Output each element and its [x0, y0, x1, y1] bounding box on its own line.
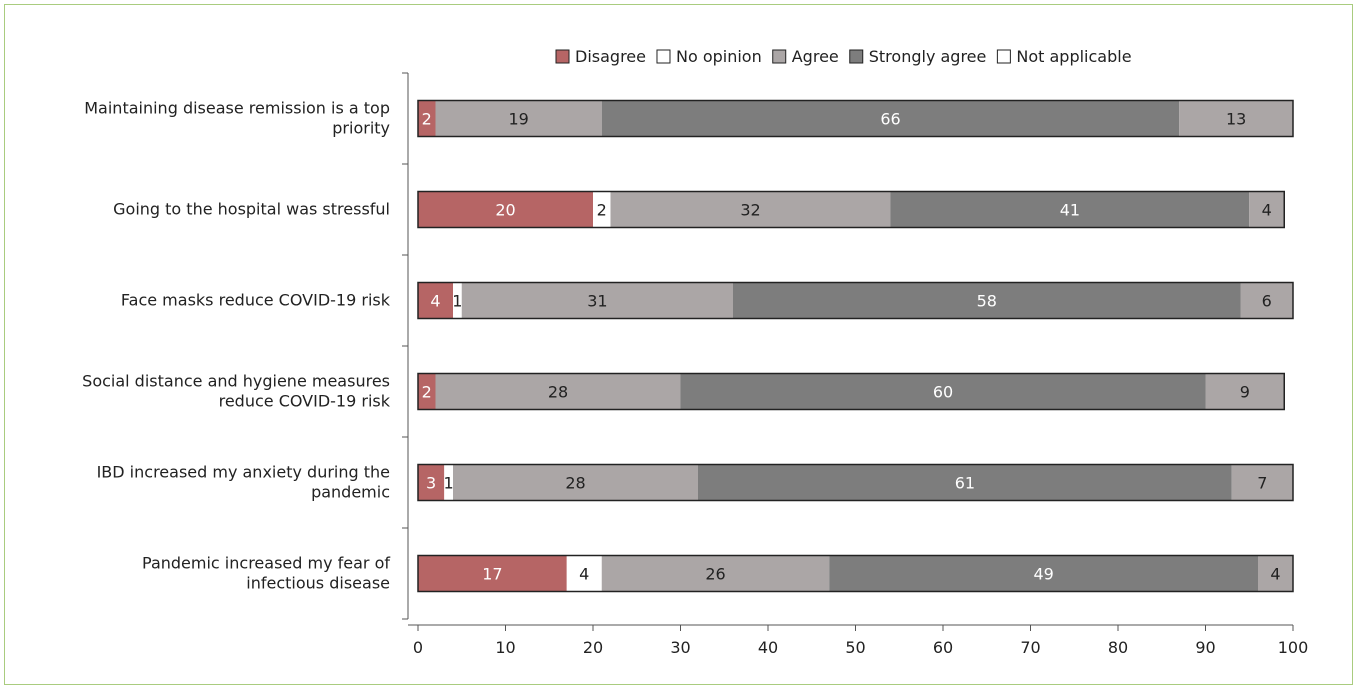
- bar-outline: [417, 281, 1294, 320]
- bar-agree: [601, 555, 830, 592]
- bar-no-opinion: [444, 464, 453, 501]
- bar-not-applicable: [1249, 191, 1285, 228]
- data-label: 28: [565, 474, 585, 493]
- bar-strongly-agree: [601, 100, 1180, 137]
- data-label: 4: [579, 565, 589, 584]
- bar-strongly-agree: [680, 373, 1206, 410]
- x-tick-label: 10: [495, 638, 515, 657]
- data-label: 41: [1060, 201, 1080, 220]
- data-label: 4: [430, 292, 440, 311]
- legend-label-strongly-agree: Strongly agree: [869, 47, 987, 66]
- category-label: infectious disease: [246, 574, 390, 593]
- x-tick-label: 20: [583, 638, 603, 657]
- bar-outline: [417, 554, 1294, 593]
- legend-swatch-strongly-agree: [849, 49, 864, 64]
- category-label: Going to the hospital was stressful: [113, 200, 390, 219]
- legend-swatch-not-applicable: [996, 49, 1011, 64]
- data-label: 1: [444, 474, 454, 493]
- bar-outline: [417, 463, 1294, 502]
- data-label: 7: [1257, 474, 1267, 493]
- x-tick-label: 80: [1108, 638, 1128, 657]
- data-label: 4: [1270, 565, 1280, 584]
- data-label: 3: [426, 474, 436, 493]
- bar-strongly-agree: [890, 191, 1250, 228]
- bar-not-applicable: [1179, 100, 1293, 137]
- legend-label-no-opinion: No opinion: [676, 47, 762, 66]
- bar-disagree: [418, 100, 436, 137]
- x-tick-label: 100: [1278, 638, 1309, 657]
- legend-label-agree: Agree: [792, 47, 839, 66]
- data-label: 1: [452, 292, 462, 311]
- bar-not-applicable: [1231, 464, 1293, 501]
- figure-frame: [4, 4, 1353, 685]
- bar-agree: [435, 373, 681, 410]
- data-label: 6: [1262, 292, 1272, 311]
- bar-strongly-agree: [733, 282, 1241, 319]
- data-label: 17: [482, 565, 502, 584]
- data-label: 31: [587, 292, 607, 311]
- data-label: 32: [740, 201, 760, 220]
- data-label: 2: [422, 110, 432, 129]
- bar-outline: [417, 372, 1285, 411]
- x-tick-label: 90: [1195, 638, 1215, 657]
- data-label: 26: [705, 565, 725, 584]
- category-label: priority: [332, 119, 390, 138]
- data-label: 60: [933, 383, 953, 402]
- x-tick-label: 70: [1020, 638, 1040, 657]
- data-label: 2: [422, 383, 432, 402]
- bar-not-applicable: [1240, 282, 1293, 319]
- x-tick-label: 60: [933, 638, 953, 657]
- category-label: IBD increased my anxiety during the: [97, 463, 390, 482]
- category-label: Face masks reduce COVID-19 risk: [121, 291, 391, 310]
- bar-agree: [453, 464, 698, 501]
- category-label: Social distance and hygiene measures: [82, 372, 390, 391]
- bar-not-applicable: [1205, 373, 1285, 410]
- x-tick-label: 40: [758, 638, 778, 657]
- legend-swatch-disagree: [555, 49, 570, 64]
- legend-label-not-applicable: Not applicable: [1016, 47, 1131, 66]
- data-label: 49: [1033, 565, 1053, 584]
- data-label: 13: [1226, 110, 1246, 129]
- bar-no-opinion: [593, 191, 611, 228]
- bar-agree: [435, 100, 602, 137]
- bar-agree: [610, 191, 891, 228]
- bar-strongly-agree: [829, 555, 1258, 592]
- legend-swatch-agree: [772, 49, 787, 64]
- category-label: reduce COVID-19 risk: [219, 392, 391, 411]
- data-label: 4: [1262, 201, 1272, 220]
- bar-disagree: [418, 555, 567, 592]
- bar-no-opinion: [453, 282, 462, 319]
- bar-disagree: [418, 464, 445, 501]
- data-label: 58: [977, 292, 997, 311]
- data-label: 20: [495, 201, 515, 220]
- bar-disagree: [418, 191, 593, 228]
- bar-not-applicable: [1258, 555, 1293, 592]
- x-tick-label: 50: [845, 638, 865, 657]
- category-label: Pandemic increased my fear of: [142, 554, 390, 573]
- data-label: 66: [880, 110, 900, 129]
- x-tick-label: 30: [670, 638, 690, 657]
- data-label: 19: [508, 110, 528, 129]
- data-label: 61: [955, 474, 975, 493]
- bar-disagree: [418, 373, 436, 410]
- category-label: pandemic: [311, 483, 390, 502]
- category-label: Maintaining disease remission is a top: [84, 99, 390, 118]
- bar-outline: [417, 99, 1294, 138]
- legend-label-disagree: Disagree: [575, 47, 646, 66]
- data-label: 9: [1240, 383, 1250, 402]
- bar-strongly-agree: [698, 464, 1232, 501]
- data-label: 2: [597, 201, 607, 220]
- x-tick-label: 0: [413, 638, 423, 657]
- data-label: 28: [548, 383, 568, 402]
- bar-outline: [417, 190, 1285, 229]
- bar-agree: [461, 282, 733, 319]
- bar-disagree: [418, 282, 453, 319]
- bar-no-opinion: [566, 555, 602, 592]
- legend-swatch-no-opinion: [656, 49, 671, 64]
